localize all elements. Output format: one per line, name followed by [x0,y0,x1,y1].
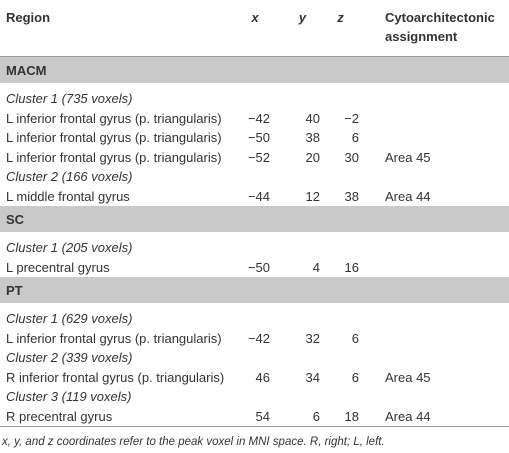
region-cell: L middle frontal gyrus [6,188,130,204]
section-title: SC [6,212,25,227]
coord-cell: 40 [305,110,320,126]
column-header: z [337,10,344,25]
coord-cell: −50 [247,259,270,275]
coord-cell: 18 [344,408,359,424]
section-title: PT [6,283,23,298]
coord-cell: 30 [344,149,359,165]
region-cell: L inferior frontal gyrus (p. triangulari… [6,130,222,145]
cluster-label: Cluster 2 (339 voxels) [6,350,133,365]
coord-cell: −52 [247,149,270,165]
section-title: MACM [6,63,47,78]
coord-cell: 4 [312,259,320,275]
coord-cell: 12 [305,188,320,204]
coord-cell: 46 [255,369,270,385]
region-cell: L inferior frontal gyrus (p. triangulari… [6,110,222,126]
coord-cell: 38 [344,188,359,204]
coord-cell: 34 [305,369,320,385]
region-cell: R inferior frontal gyrus (p. triangulari… [6,369,225,385]
region-cell: L inferior frontal gyrus (p. triangulari… [6,149,222,165]
coord-cell: 6 [351,330,359,346]
coord-cell: 6 [312,408,320,424]
coord-cell: 16 [344,259,359,275]
footnote: x, y, and z coordinates refer to the pea… [2,436,385,448]
section-band: PT [0,277,509,303]
cluster-label: Cluster 1 (735 voxels) [6,91,133,106]
bottom-rule [0,426,509,427]
area-cell: Area 45 [385,149,431,165]
coord-cell: −50 [247,130,270,145]
section-band: MACM [0,57,509,83]
column-header: Region [6,10,51,25]
coord-cell: −2 [344,110,359,126]
header-rule [0,56,509,57]
area-cell: Area 45 [385,369,431,385]
cluster-label: Cluster 1 (205 voxels) [6,240,133,255]
region-cell: L inferior frontal gyrus (p. triangulari… [6,330,222,346]
region-cell: L precentral gyrus [6,259,110,275]
coord-cell: 6 [351,369,359,385]
coord-cell: −44 [247,188,270,204]
coord-cell: −42 [247,110,270,126]
coord-cell: −42 [247,330,270,346]
coord-cell: 20 [305,149,320,165]
cluster-label: Cluster 1 (629 voxels) [6,311,133,326]
section-band: SC [0,206,509,232]
cluster-label: Cluster 3 (119 voxels) [6,389,132,404]
coord-cell: 6 [351,130,359,145]
column-header: y [298,10,307,25]
area-cell: Area 44 [385,408,431,424]
coord-cell: 32 [305,330,320,346]
region-cell: R precentral gyrus [6,408,113,424]
column-header: Cytoarchitectonic assignment [385,10,495,44]
column-header: x [251,10,259,25]
area-cell: Area 44 [385,188,431,204]
coord-cell: 54 [255,408,270,424]
coord-cell: 38 [305,130,320,145]
cluster-label: Cluster 2 (166 voxels) [6,169,133,184]
